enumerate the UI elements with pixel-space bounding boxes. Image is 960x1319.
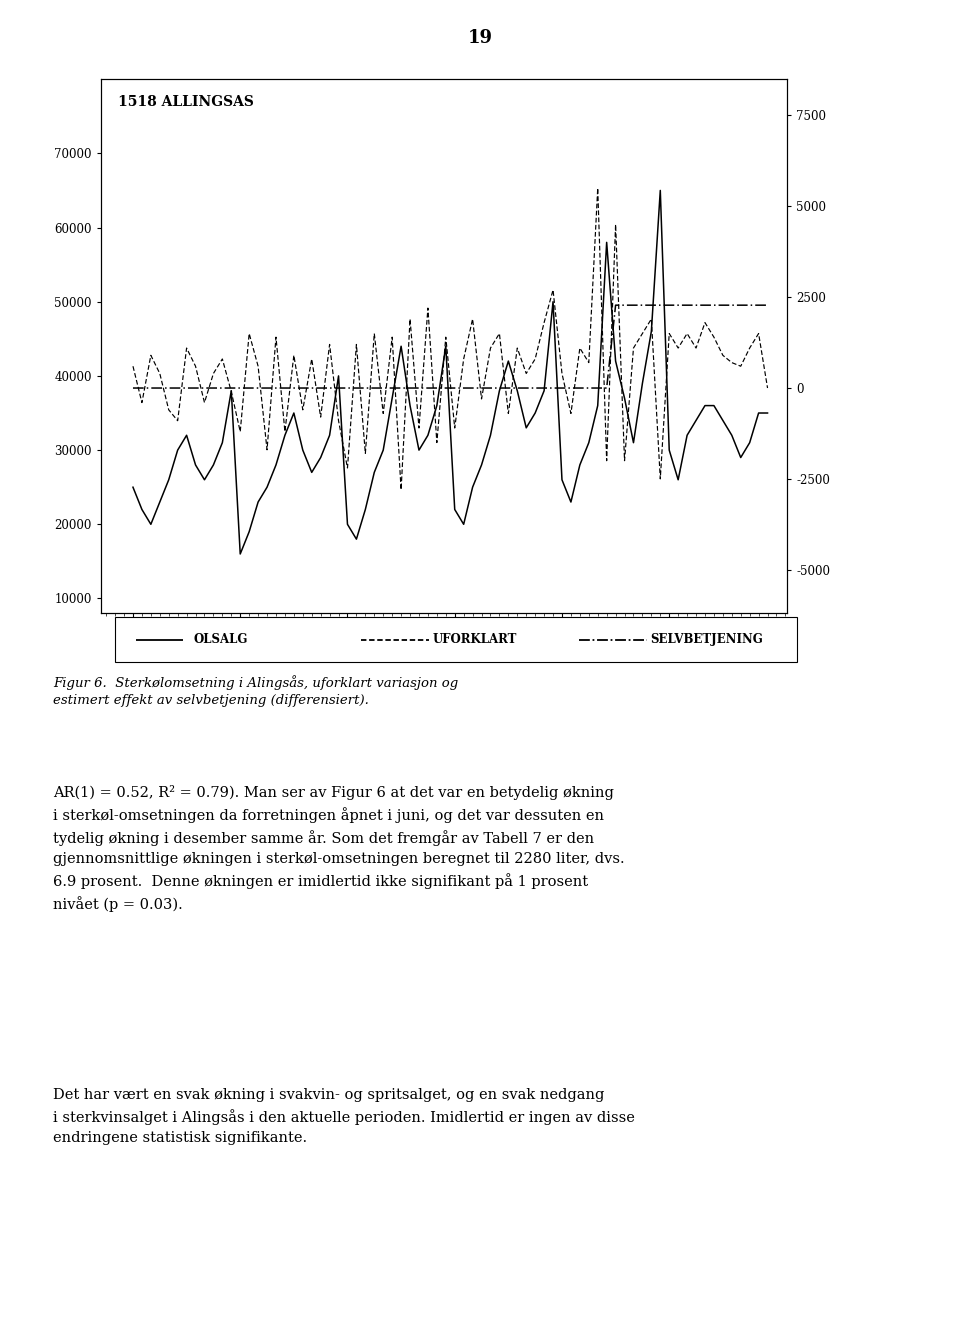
Text: OLSALG: OLSALG (194, 633, 248, 646)
Text: 19: 19 (468, 29, 492, 47)
Text: Det har vært en svak økning i svakvin- og spritsalget, og en svak nedgang
i ster: Det har vært en svak økning i svakvin- o… (53, 1088, 635, 1145)
Text: 1518 ALLINGSAS: 1518 ALLINGSAS (118, 95, 253, 109)
Text: AR(1) = 0.52, R² = 0.79). Man ser av Figur 6 at det var en betydelig økning
i st: AR(1) = 0.52, R² = 0.79). Man ser av Fig… (53, 785, 624, 911)
Text: SELVBETJENING: SELVBETJENING (650, 633, 763, 646)
Text: UFORKLART: UFORKLART (432, 633, 516, 646)
Text: Figur 6.  Sterkølomsetning i Alingsås, uforklart variasjon og
estimert effekt av: Figur 6. Sterkølomsetning i Alingsås, uf… (53, 675, 458, 707)
